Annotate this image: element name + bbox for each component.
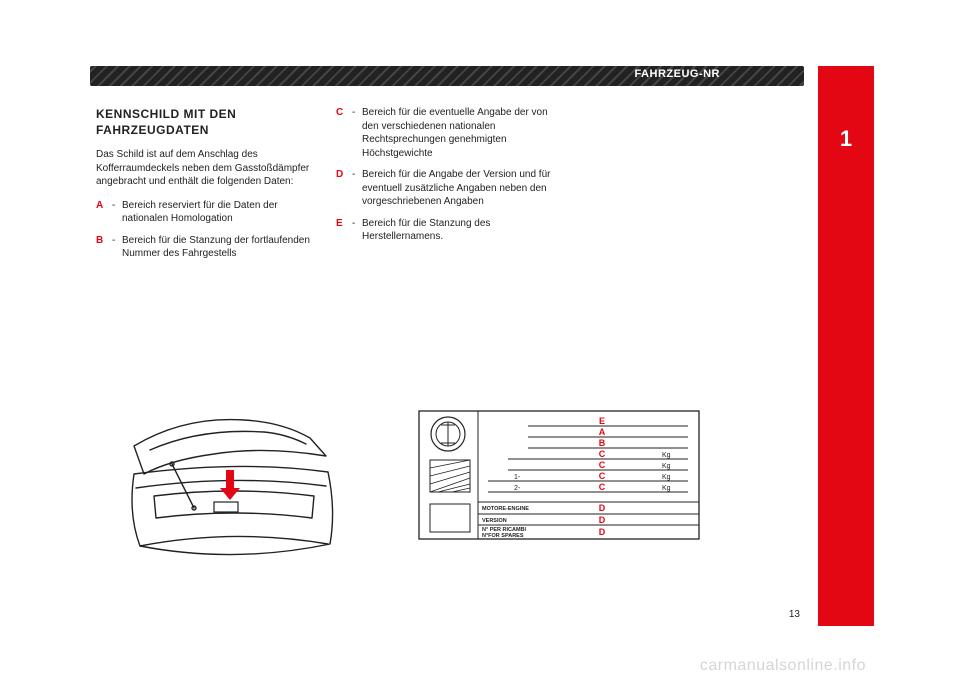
svg-text:Kg: Kg [662, 474, 671, 481]
watermark: carmanualsonline.info [700, 657, 866, 675]
svg-text:D: D [599, 503, 606, 513]
svg-text:A: A [599, 427, 606, 437]
item-dash: - [352, 168, 362, 209]
item-C: C - Bereich für die eventuelle Angabe de… [336, 106, 556, 160]
item-letter: C [336, 106, 352, 160]
item-dash: - [352, 217, 362, 244]
illustration-row: E A B C C C C Kg Kg Kg Kg 1- 2- [114, 410, 774, 580]
item-text: Bereich für die Stanzung des Herstellern… [362, 217, 556, 244]
svg-text:MOTORE-ENGINE: MOTORE-ENGINE [482, 506, 529, 512]
svg-text:VERSION: VERSION [482, 518, 507, 524]
svg-text:D: D [599, 515, 606, 525]
item-dash: - [112, 234, 122, 261]
chapter-sidebar: 1 [818, 66, 874, 626]
svg-text:E: E [599, 416, 605, 426]
item-text: Bereich für die Stanzung der fortlaufend… [122, 234, 316, 261]
svg-text:N°FOR SPARES: N°FOR SPARES [482, 533, 524, 539]
svg-text:C: C [599, 482, 606, 492]
page: FAHRZEUG-NR 1 KENNSCHILD MIT DEN FAHRZEU… [0, 0, 960, 679]
section-heading: KENNSCHILD MIT DEN FAHRZEUGDATEN [96, 106, 316, 138]
item-letter: D [336, 168, 352, 209]
item-E: E - Bereich für die Stanzung des Herstel… [336, 217, 556, 244]
item-text: Bereich reserviert für die Daten der nat… [122, 199, 316, 226]
id-plate-illustration: E A B C C C C Kg Kg Kg Kg 1- 2- [418, 410, 700, 540]
item-dash: - [352, 106, 362, 160]
svg-text:C: C [599, 471, 606, 481]
item-A: A - Bereich reserviert für die Daten der… [96, 199, 316, 226]
item-letter: B [96, 234, 112, 261]
svg-text:B: B [599, 438, 606, 448]
column-2: C - Bereich für die eventuelle Angabe de… [336, 106, 556, 269]
header-bar: FAHRZEUG-NR [90, 66, 804, 86]
item-dash: - [112, 199, 122, 226]
chapter-number: 1 [840, 126, 852, 152]
intro-paragraph: Das Schild ist auf dem Anschlag des Koff… [96, 148, 316, 189]
column-1: KENNSCHILD MIT DEN FAHRZEUGDATEN Das Sch… [96, 106, 316, 269]
item-D: D - Bereich für die Angabe der Version u… [336, 168, 556, 209]
item-text: Bereich für die Angabe der Version und f… [362, 168, 556, 209]
svg-text:C: C [599, 449, 606, 459]
page-number: 13 [789, 609, 800, 620]
trunk-illustration [114, 410, 370, 570]
svg-text:D: D [599, 527, 606, 537]
svg-text:2-: 2- [514, 485, 521, 492]
svg-text:Kg: Kg [662, 452, 671, 459]
column-3 [576, 106, 796, 269]
svg-text:C: C [599, 460, 606, 470]
item-letter: A [96, 199, 112, 226]
body-columns: KENNSCHILD MIT DEN FAHRZEUGDATEN Das Sch… [96, 106, 796, 269]
svg-text:Kg: Kg [662, 463, 671, 470]
svg-text:1-: 1- [514, 474, 521, 481]
item-text: Bereich für die eventuelle Angabe der vo… [362, 106, 556, 160]
svg-text:Kg: Kg [662, 485, 671, 492]
header-title: FAHRZEUG-NR [634, 68, 720, 80]
item-letter: E [336, 217, 352, 244]
content-frame: FAHRZEUG-NR 1 KENNSCHILD MIT DEN FAHRZEU… [90, 66, 874, 626]
item-B: B - Bereich für die Stanzung der fortlau… [96, 234, 316, 261]
